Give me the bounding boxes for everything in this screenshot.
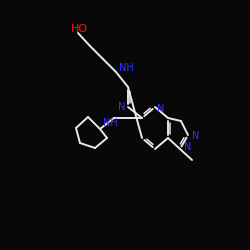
Text: N: N bbox=[192, 131, 200, 141]
Text: N: N bbox=[184, 142, 192, 152]
Text: NH: NH bbox=[103, 118, 118, 128]
Text: NH: NH bbox=[119, 63, 134, 73]
Text: HO: HO bbox=[70, 24, 88, 34]
Text: N: N bbox=[118, 102, 126, 112]
Text: N: N bbox=[157, 104, 165, 114]
